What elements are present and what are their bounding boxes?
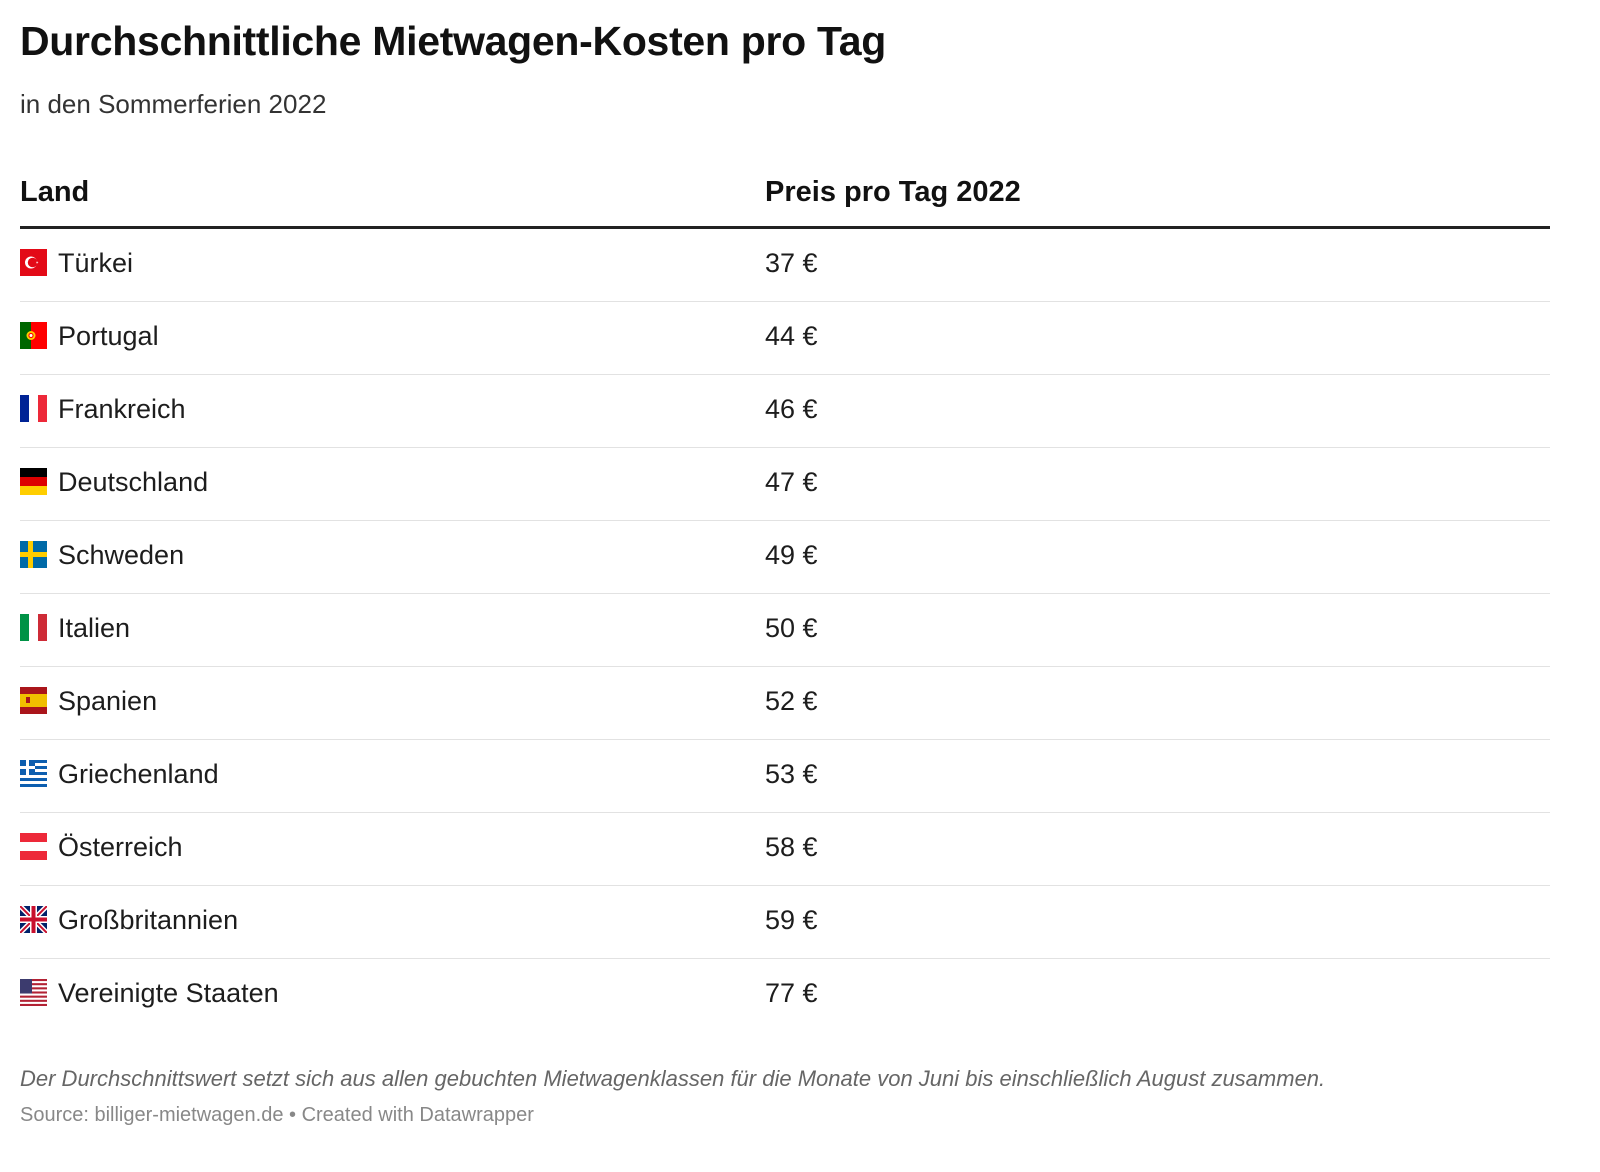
table-row: Türkei 37 € [20,229,1550,302]
country-label: Italien [58,613,131,643]
germany-flag-icon [20,468,47,495]
table-header: Land Preis pro Tag 2022 [20,168,1550,229]
spain-flag-icon [20,687,47,714]
price-value: 53 € [765,759,818,789]
turkey-flag-icon [20,249,47,276]
price-value: 50 € [765,613,818,643]
column-header-land[interactable]: Land [20,176,90,208]
country-label: Frankreich [58,394,186,424]
table-body: Türkei 37 € Portugal 44 € Frankreich 46 € Deut… [20,229,1550,1031]
italy-flag-icon [20,614,47,641]
table-row: Spanien 52 € [20,667,1550,740]
price-value: 46 € [765,394,818,424]
price-value: 59 € [765,905,818,935]
table-row: Portugal 44 € [20,302,1550,375]
uk-flag-icon [20,906,47,933]
austria-flag-icon [20,833,47,860]
price-value: 47 € [765,467,818,497]
price-value: 49 € [765,540,818,570]
column-header-preis[interactable]: Preis pro Tag 2022 [765,176,1021,208]
price-value: 44 € [765,321,818,351]
table-row: Vereinigte Staaten 77 € [20,959,1550,1031]
table-row: Schweden 49 € [20,521,1550,594]
table-row: Italien 50 € [20,594,1550,667]
greece-flag-icon [20,760,47,787]
table-row: Großbritannien 59 € [20,886,1550,959]
chart-title: Durchschnittliche Mietwagen-Kosten pro T… [20,18,886,64]
country-label: Türkei [58,248,134,278]
price-value: 58 € [765,832,818,862]
chart-notes: Der Durchschnittswert setzt sich aus all… [20,1066,1326,1091]
country-label: Griechenland [58,759,219,789]
country-label: Vereinigte Staaten [58,978,279,1008]
table-row: Deutschland 47 € [20,448,1550,521]
table-row: Österreich 58 € [20,813,1550,886]
usa-flag-icon [20,979,47,1006]
country-label: Großbritannien [58,905,239,935]
chart-subtitle: in den Sommerferien 2022 [20,89,327,119]
france-flag-icon [20,395,47,422]
chart-source: Source: billiger-mietwagen.de • Created … [20,1104,534,1126]
data-table: Land Preis pro Tag 2022 Türkei 37 € Portug… [20,168,1550,1031]
table-row: Griechenland 53 € [20,740,1550,813]
price-value: 77 € [765,978,818,1008]
country-label: Deutschland [58,467,209,497]
country-label: Österreich [58,832,183,862]
country-label: Schweden [58,540,185,570]
table-row: Frankreich 46 € [20,375,1550,448]
price-value: 37 € [765,248,818,278]
portugal-flag-icon [20,322,47,349]
sweden-flag-icon [20,541,47,568]
country-label: Portugal [58,321,159,351]
price-value: 52 € [765,686,818,716]
country-label: Spanien [58,686,158,716]
